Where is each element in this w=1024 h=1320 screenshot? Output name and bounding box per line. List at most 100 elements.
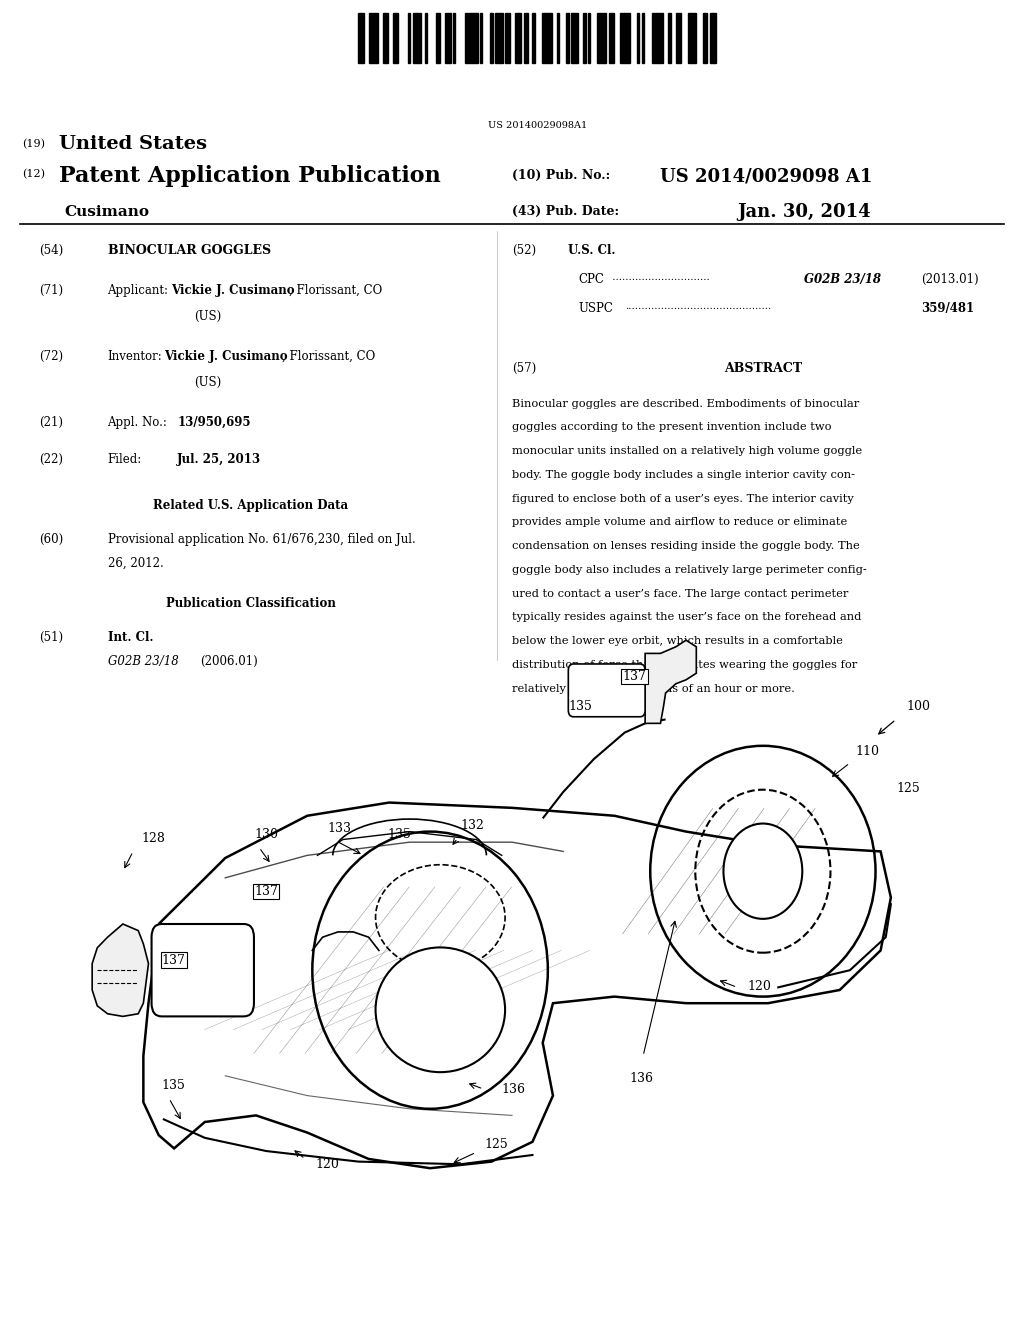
- Text: typically resides against the user’s face on the forehead and: typically resides against the user’s fac…: [512, 612, 861, 623]
- Text: 359/481: 359/481: [922, 302, 975, 315]
- Bar: [609, 13, 614, 63]
- Text: Jan. 30, 2014: Jan. 30, 2014: [737, 203, 870, 222]
- Text: distribution of force that facilitates wearing the goggles for: distribution of force that facilitates w…: [512, 660, 857, 671]
- Bar: [469, 13, 473, 63]
- Text: Jul. 25, 2013: Jul. 25, 2013: [177, 453, 261, 466]
- Bar: [583, 13, 586, 63]
- Text: Int. Cl.: Int. Cl.: [108, 631, 153, 644]
- Bar: [620, 13, 625, 63]
- Bar: [515, 13, 519, 63]
- Text: .............................................: ........................................…: [625, 302, 771, 312]
- Text: 26, 2012.: 26, 2012.: [108, 557, 163, 570]
- Bar: [602, 13, 606, 63]
- Text: , Florissant, CO: , Florissant, CO: [289, 284, 382, 297]
- Text: G02B 23/18: G02B 23/18: [108, 655, 178, 668]
- Bar: [383, 13, 388, 63]
- Text: provides ample volume and airflow to reduce or eliminate: provides ample volume and airflow to red…: [512, 517, 847, 528]
- Text: 136: 136: [630, 1072, 653, 1085]
- Bar: [713, 13, 716, 63]
- Text: CPC: CPC: [579, 273, 604, 286]
- Bar: [453, 13, 455, 63]
- Text: 136: 136: [502, 1082, 525, 1096]
- Text: condensation on lenses residing inside the goggle body. The: condensation on lenses residing inside t…: [512, 541, 860, 552]
- Bar: [373, 13, 378, 63]
- Bar: [445, 13, 451, 63]
- Text: 130: 130: [254, 828, 278, 841]
- Text: (19): (19): [23, 139, 45, 149]
- Bar: [500, 13, 503, 63]
- Text: 132: 132: [461, 818, 484, 832]
- Text: Cusimano: Cusimano: [65, 205, 150, 219]
- Text: goggles according to the present invention include two: goggles according to the present inventi…: [512, 422, 831, 433]
- Text: (57): (57): [512, 362, 537, 375]
- Bar: [524, 13, 528, 63]
- Text: (21): (21): [39, 416, 62, 429]
- Bar: [393, 13, 395, 63]
- Text: 133: 133: [328, 821, 351, 834]
- Text: (60): (60): [39, 533, 63, 546]
- Text: (43) Pub. Date:: (43) Pub. Date:: [512, 205, 620, 218]
- Text: United States: United States: [59, 135, 208, 153]
- Text: 135: 135: [568, 700, 592, 713]
- Bar: [395, 13, 398, 63]
- Text: (US): (US): [195, 310, 222, 323]
- Text: USPC: USPC: [579, 302, 613, 315]
- Bar: [358, 13, 364, 63]
- Bar: [532, 13, 535, 63]
- Bar: [637, 13, 639, 63]
- Bar: [588, 13, 590, 63]
- Text: 137: 137: [254, 884, 278, 898]
- Text: Patent Application Publication: Patent Application Publication: [59, 165, 441, 187]
- Text: US 2014/0029098 A1: US 2014/0029098 A1: [660, 168, 872, 186]
- Bar: [408, 13, 410, 63]
- Bar: [668, 13, 671, 63]
- Text: relatively long time intervals of an hour or more.: relatively long time intervals of an hou…: [512, 684, 795, 694]
- Bar: [490, 13, 493, 63]
- Bar: [691, 13, 696, 63]
- Text: Appl. No.:: Appl. No.:: [108, 416, 167, 429]
- Text: Related U.S. Application Data: Related U.S. Application Data: [154, 499, 348, 512]
- Bar: [438, 13, 440, 63]
- Bar: [652, 13, 657, 63]
- Bar: [642, 13, 644, 63]
- Bar: [625, 13, 630, 63]
- Bar: [369, 13, 373, 63]
- Text: goggle body also includes a relatively large perimeter config-: goggle body also includes a relatively l…: [512, 565, 866, 576]
- Bar: [688, 13, 691, 63]
- Text: (72): (72): [39, 350, 63, 363]
- Text: (71): (71): [39, 284, 63, 297]
- Bar: [557, 13, 559, 63]
- Text: Vickie J. Cusimano: Vickie J. Cusimano: [171, 284, 295, 297]
- FancyBboxPatch shape: [152, 924, 254, 1016]
- Bar: [495, 13, 500, 63]
- Text: 125: 125: [484, 1138, 509, 1151]
- Bar: [676, 13, 681, 63]
- Text: 110: 110: [855, 744, 879, 758]
- Text: 137: 137: [162, 953, 185, 966]
- Bar: [571, 13, 573, 63]
- Bar: [519, 13, 521, 63]
- Bar: [436, 13, 438, 63]
- Bar: [703, 13, 707, 63]
- Text: ..............................: ..............................: [609, 273, 710, 282]
- Text: (12): (12): [23, 169, 45, 180]
- Bar: [473, 13, 478, 63]
- Text: monocular units installed on a relatively high volume goggle: monocular units installed on a relativel…: [512, 446, 862, 457]
- Text: US 20140029098A1: US 20140029098A1: [488, 121, 587, 131]
- Text: BINOCULAR GOGGLES: BINOCULAR GOGGLES: [108, 244, 270, 257]
- Text: ABSTRACT: ABSTRACT: [724, 362, 802, 375]
- Text: Vickie J. Cusimano: Vickie J. Cusimano: [164, 350, 288, 363]
- Text: (52): (52): [512, 244, 537, 257]
- Text: figured to enclose both of a user’s eyes. The interior cavity: figured to enclose both of a user’s eyes…: [512, 494, 854, 504]
- Bar: [657, 13, 663, 63]
- Bar: [710, 13, 713, 63]
- Bar: [425, 13, 427, 63]
- Text: 137: 137: [623, 669, 646, 682]
- Text: 125: 125: [896, 781, 920, 795]
- Text: (2006.01): (2006.01): [200, 655, 257, 668]
- Text: (US): (US): [195, 376, 222, 389]
- Text: (51): (51): [39, 631, 63, 644]
- Bar: [480, 13, 482, 63]
- PathPatch shape: [92, 924, 148, 1016]
- Text: (54): (54): [39, 244, 63, 257]
